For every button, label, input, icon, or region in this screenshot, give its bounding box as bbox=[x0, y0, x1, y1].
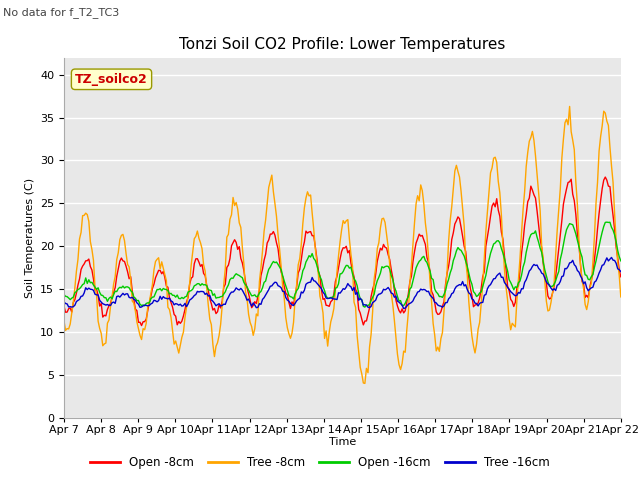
Y-axis label: Soil Temperatures (C): Soil Temperatures (C) bbox=[24, 178, 35, 298]
Text: TZ_soilco2: TZ_soilco2 bbox=[75, 73, 148, 86]
X-axis label: Time: Time bbox=[329, 437, 356, 447]
Title: Tonzi Soil CO2 Profile: Lower Temperatures: Tonzi Soil CO2 Profile: Lower Temperatur… bbox=[179, 37, 506, 52]
Legend: Open -8cm, Tree -8cm, Open -16cm, Tree -16cm: Open -8cm, Tree -8cm, Open -16cm, Tree -… bbox=[86, 452, 554, 474]
Text: No data for f_T2_TC3: No data for f_T2_TC3 bbox=[3, 7, 120, 18]
